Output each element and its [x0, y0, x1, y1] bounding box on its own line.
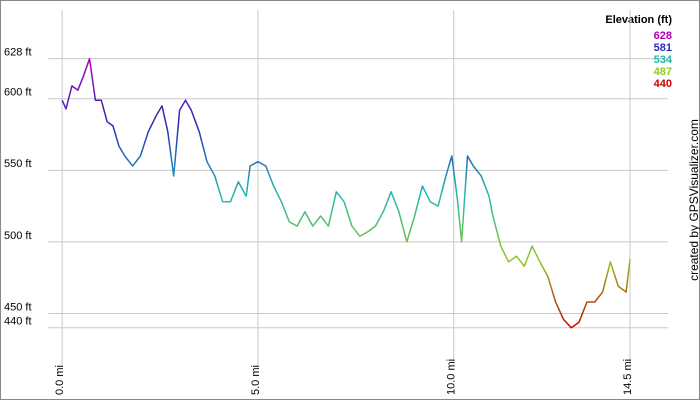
legend-entry: 487 [654, 66, 672, 78]
x-tick-label: 10.0 mi [446, 359, 458, 395]
legend-entry: 581 [654, 42, 672, 54]
x-tick-label: 0.0 mi [54, 365, 66, 395]
legend-entry: 534 [654, 54, 673, 66]
y-tick-label: 600 ft [4, 87, 32, 99]
legend-entry: 440 [654, 78, 672, 90]
legend-title: Elevation (ft) [605, 14, 672, 26]
x-tick-label: 5.0 mi [250, 365, 262, 395]
legend-entry: 628 [654, 30, 672, 42]
y-tick-label: 450 ft [4, 301, 32, 313]
credit: created by GPSVisualizer.com [687, 119, 700, 281]
y-tick-label: 500 ft [4, 230, 32, 242]
y-tick-label: 628 ft [4, 47, 32, 59]
y-tick-label: 550 ft [4, 158, 32, 170]
x-tick-label: 14.5 mi [622, 359, 634, 395]
y-tick-label: 440 ft [4, 316, 32, 328]
elevation-line [61, 57, 631, 329]
